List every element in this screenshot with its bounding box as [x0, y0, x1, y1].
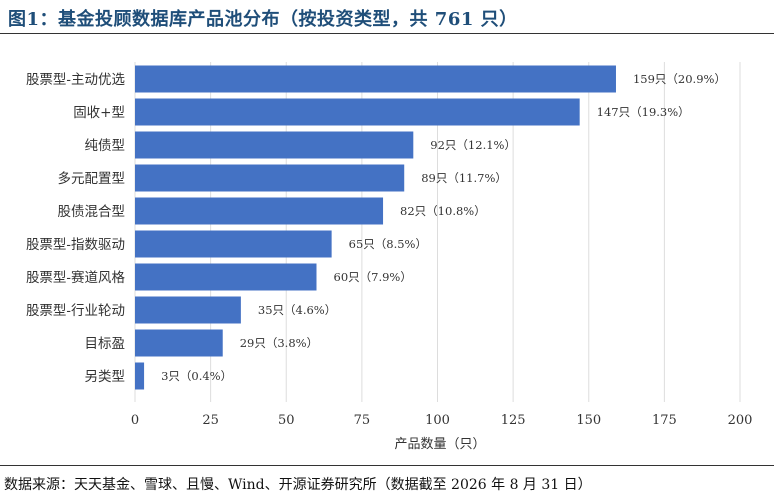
bar-data-label: 147只（19.3%）: [597, 105, 690, 119]
x-tick-label: 0: [131, 413, 139, 428]
category-label: 股票型-指数驱动: [26, 237, 125, 253]
data-source-note: 数据来源：天天基金、雪球、且慢、Wind、开源证券研究所（数据截至 2026 年…: [4, 477, 592, 493]
bar-data-label: 89只（11.7%）: [421, 171, 507, 185]
bar: [135, 98, 580, 126]
x-tick-label: 150: [576, 413, 601, 428]
x-tick-label: 200: [728, 413, 753, 428]
bar-data-label: 3只（0.4%）: [161, 369, 232, 383]
bar-chart: 159只（20.9%） 147只（19.3%） 92只（12.1%） 89只（11.7…: [26, 62, 753, 452]
bar: [135, 263, 317, 291]
bar: [135, 362, 145, 390]
bar: [135, 296, 241, 324]
footer-divider: [0, 465, 774, 466]
category-label: 多元配置型: [58, 170, 126, 187]
bars: [135, 65, 616, 390]
bar-data-label: 35只（4.6%）: [258, 303, 336, 317]
category-label: 固收+型: [73, 105, 125, 121]
x-tick-label: 75: [354, 413, 371, 428]
category-label: 目标盈: [85, 336, 126, 352]
x-tick-labels: 0 25 50 75 100 125 150 175 200: [131, 413, 753, 428]
category-label: 股票型-赛道风格: [26, 270, 126, 286]
bar-data-labels: 159只（20.9%） 147只（19.3%） 92只（12.1%） 89只（11.7…: [161, 72, 726, 383]
category-label: 股票型-行业轮动: [26, 303, 125, 319]
category-label: 股票型-主动优选: [26, 72, 126, 88]
category-labels: 股票型-主动优选固收+型纯债型多元配置型股债混合型股票型-指数驱动股票型-赛道风…: [26, 72, 126, 385]
bar-data-label: 92只（12.1%）: [430, 138, 516, 152]
bar: [135, 131, 414, 159]
bar-data-label: 29只（3.8%）: [240, 336, 318, 350]
category-label: 纯债型: [85, 138, 126, 154]
bar: [135, 164, 405, 192]
bar-data-label: 65只（8.5%）: [349, 237, 427, 251]
title-divider: [0, 33, 774, 34]
bar: [135, 197, 384, 225]
bar: [135, 65, 616, 93]
x-tick-label: 25: [202, 413, 219, 428]
bar-data-label: 60只（7.9%）: [334, 270, 412, 284]
category-label: 另类型: [85, 369, 126, 385]
category-label: 股债混合型: [58, 204, 126, 220]
chart-title: 图1：基金投顾数据库产品池分布（按投资类型，共 761 只）: [8, 9, 518, 30]
x-tick-label: 125: [501, 413, 526, 428]
bar: [135, 230, 332, 258]
x-tick-label: 100: [425, 413, 450, 428]
x-tick-label: 175: [652, 413, 677, 428]
x-axis-label: 产品数量（只）: [394, 437, 485, 452]
bar: [135, 329, 223, 357]
bar-data-label: 82只（10.8%）: [400, 204, 486, 218]
bar-data-label: 159只（20.9%）: [633, 72, 726, 86]
x-tick-label: 50: [278, 413, 295, 428]
